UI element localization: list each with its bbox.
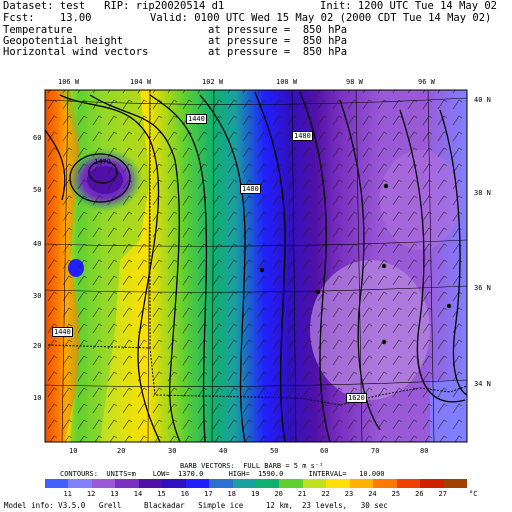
lat-label: 38 N — [474, 189, 491, 197]
colorbar-swatch — [138, 479, 163, 488]
field1-name: Temperature — [3, 24, 73, 36]
colorbar-label: 15 — [157, 490, 166, 498]
lon-label: 96 W — [418, 78, 435, 86]
colorbar-label: 27 — [438, 490, 447, 498]
x-tick: 70 — [371, 447, 380, 455]
contour-label: 1470 — [94, 158, 111, 166]
contour-label: 1480 — [292, 131, 313, 141]
graticule — [44, 89, 468, 443]
x-tick: 60 — [320, 447, 329, 455]
x-tick: 40 — [219, 447, 228, 455]
colorbar-label: 25 — [391, 490, 401, 498]
lat-label: 40 N — [474, 96, 491, 104]
colorbar-swatch — [373, 479, 398, 488]
colorbar-label: 11 — [63, 490, 72, 498]
y-tick: 40 — [33, 240, 42, 248]
colorbar-label: 24 — [368, 490, 377, 498]
colorbar-swatch — [396, 479, 421, 488]
init-line: Init: 1200 UTC Tue 14 May 02 — [320, 0, 498, 12]
contour-label: 1620 — [346, 393, 367, 403]
colorbar-swatch — [349, 479, 374, 488]
colorbar-label: 12 — [86, 490, 96, 498]
y-tick: 50 — [33, 186, 42, 194]
y-tick: 20 — [33, 342, 42, 350]
x-tick: 80 — [420, 447, 429, 455]
model-info: Model info: V3.5.0 Grell Blackadar Simpl… — [4, 501, 388, 510]
colorbar-label: 17 — [204, 490, 213, 498]
field3-name: Horizontal wind vectors — [3, 46, 149, 58]
contours-info: CONTOURS: UNITS=m LOW= 1370.0 HIGH= 1590… — [60, 470, 385, 478]
contour-label: 1480 — [240, 184, 261, 194]
colorbar-swatch — [279, 479, 304, 488]
colorbar-swatch — [91, 479, 116, 488]
colorbar-swatch — [162, 479, 187, 488]
field2-level: at pressure = 850 hPa — [208, 35, 348, 47]
x-tick: 30 — [168, 447, 177, 455]
colorbar-swatch — [115, 479, 140, 488]
colorbar-label: 14 — [133, 490, 143, 498]
lon-label: 104 W — [130, 78, 152, 86]
colorbar-label: 21 — [297, 490, 307, 498]
colorbar-unit: °C — [469, 490, 478, 498]
contour-label: 1440 — [52, 327, 73, 337]
colorbar-swatch — [256, 479, 280, 488]
colorbar-label: 20 — [274, 490, 283, 498]
barb-legend: BARB VECTORS: FULL BARB = 5 m s⁻¹ — [180, 462, 324, 470]
colorbar-label: 26 — [415, 490, 424, 498]
y-tick: 10 — [33, 394, 42, 402]
colorbar-swatch — [185, 479, 210, 488]
lat-label: 36 N — [474, 284, 491, 292]
lon-label: 106 W — [58, 78, 80, 86]
colorbar-label: 23 — [344, 490, 354, 498]
lon-label: 98 W — [346, 78, 363, 86]
x-tick: 50 — [270, 447, 279, 455]
x-tick: 20 — [117, 447, 126, 455]
colorbar-label: 13 — [110, 490, 119, 498]
colorbar-label: 19 — [251, 490, 260, 498]
field3-level: at pressure = 850 hPa — [208, 46, 348, 58]
field1-level: at pressure = 850 hPa — [208, 24, 348, 36]
lon-label: 102 W — [202, 78, 224, 86]
field2-name: Geopotential height — [3, 35, 124, 47]
colorbar-swatch — [420, 479, 445, 488]
colorbar-swatch — [443, 479, 468, 488]
lon-label: 100 W — [276, 78, 298, 86]
lat-label: 34 N — [474, 380, 491, 388]
colorbar-swatch — [232, 479, 257, 488]
forecast-line: Fcst: 13.00 — [3, 12, 92, 24]
wind-barbs — [45, 90, 467, 442]
colorbar-swatch — [326, 479, 351, 488]
colorbar-swatch — [209, 479, 234, 488]
dataset-line: Dataset: test RIP: rip20020514 d1 — [3, 0, 225, 12]
plot-frame — [44, 89, 468, 443]
colorbar-swatch — [45, 479, 69, 488]
contour-label: 1440 — [186, 114, 207, 124]
colorbar-swatch — [68, 479, 93, 488]
y-tick: 30 — [33, 292, 42, 300]
colorbar-label: 22 — [321, 490, 330, 498]
valid-line: Valid: 0100 UTC Wed 15 May 02 (2000 CDT … — [150, 12, 492, 24]
colorbar-label: 18 — [227, 490, 236, 498]
y-tick: 60 — [33, 134, 42, 142]
colorbar-label: 16 — [180, 490, 190, 498]
x-tick: 10 — [69, 447, 78, 455]
colorbar-swatch — [302, 479, 327, 488]
height-contours — [44, 91, 468, 443]
city-dots — [259, 183, 452, 345]
state-borders — [47, 90, 468, 406]
